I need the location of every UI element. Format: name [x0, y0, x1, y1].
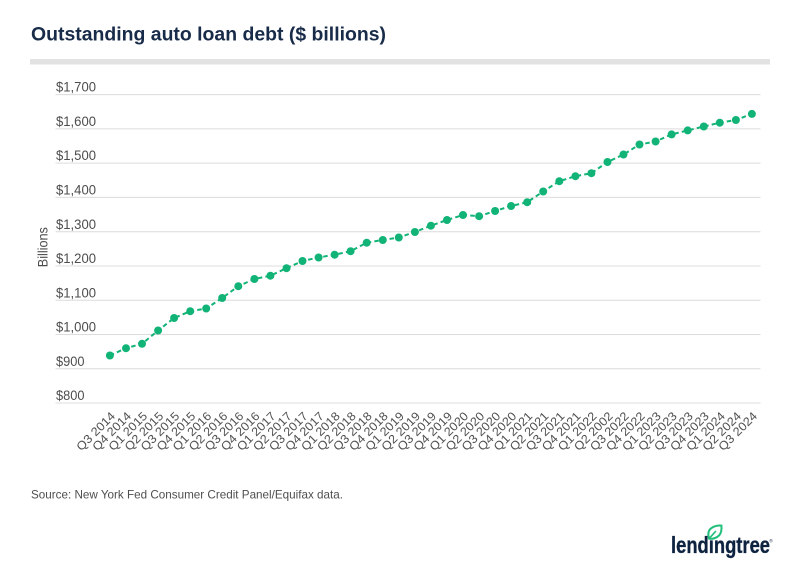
svg-text:$1,300: $1,300: [56, 217, 96, 233]
svg-text:Source: New York Fed Consumer: Source: New York Fed Consumer Credit Pan…: [31, 488, 343, 502]
svg-text:$800: $800: [56, 388, 85, 404]
svg-text:Billions: Billions: [34, 227, 50, 267]
svg-text:Outstanding auto loan debt ($: Outstanding auto loan debt ($ billions): [31, 24, 386, 46]
svg-text:®: ®: [769, 538, 773, 545]
svg-text:$1,000: $1,000: [56, 320, 96, 336]
svg-text:$1,700: $1,700: [56, 80, 96, 96]
svg-text:lendingtree: lendingtree: [671, 532, 770, 558]
svg-text:$1,600: $1,600: [56, 114, 96, 130]
svg-text:$900: $900: [56, 354, 85, 370]
svg-text:$1,100: $1,100: [56, 285, 96, 301]
svg-text:$1,500: $1,500: [56, 148, 96, 164]
svg-text:$1,400: $1,400: [56, 183, 96, 199]
svg-text:$1,200: $1,200: [56, 251, 96, 267]
